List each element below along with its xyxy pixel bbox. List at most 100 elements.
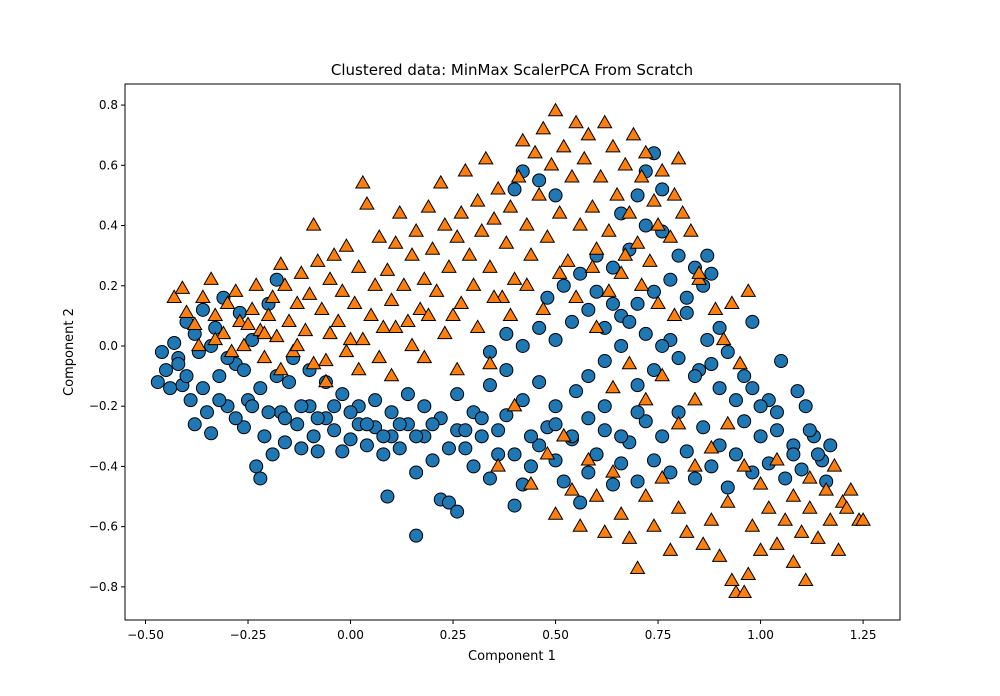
data-point-circle: [310, 444, 325, 459]
data-point-circle: [327, 399, 342, 414]
data-point-circle: [400, 387, 415, 402]
data-point-circle: [802, 423, 817, 438]
data-point-circle: [290, 417, 305, 432]
data-point-triangle: [637, 391, 654, 406]
data-point-circle: [183, 393, 198, 408]
data-point-circle: [417, 399, 432, 414]
data-point-circle: [548, 188, 563, 203]
data-point-triangle: [826, 457, 843, 472]
data-point-triangle: [736, 584, 753, 599]
data-point-triangle: [445, 307, 461, 322]
data-point-circle: [671, 351, 686, 366]
data-point-circle: [638, 326, 653, 341]
data-point-triangle: [564, 168, 580, 183]
data-point-triangle: [428, 283, 445, 297]
data-point-circle: [228, 411, 243, 426]
data-point-triangle: [621, 355, 638, 370]
data-point-triangle: [482, 355, 498, 370]
data-point-triangle: [855, 512, 871, 526]
y-tick-label: 0.4: [99, 219, 118, 233]
data-point-circle: [163, 381, 178, 396]
data-point-triangle: [691, 265, 707, 279]
data-point-triangle: [703, 512, 720, 526]
data-point-circle: [532, 375, 547, 390]
data-point-triangle: [596, 114, 613, 129]
data-point-triangle: [670, 415, 687, 430]
data-point-triangle: [174, 280, 191, 294]
data-point-triangle: [568, 289, 584, 303]
data-point-triangle: [318, 352, 334, 367]
data-point-circle: [556, 278, 571, 293]
data-point-circle: [700, 248, 715, 263]
data-point-triangle: [375, 319, 392, 334]
data-point-circle: [343, 432, 358, 447]
data-point-circle: [265, 447, 280, 462]
data-point-triangle: [441, 259, 457, 273]
data-point-triangle: [469, 192, 486, 207]
data-point-circle: [507, 182, 522, 197]
data-point-triangle: [297, 322, 314, 337]
data-point-circle: [581, 411, 596, 426]
data-point-circle: [245, 332, 260, 347]
y-tick-label: 0.2: [99, 279, 118, 293]
data-point-circle: [790, 384, 805, 399]
y-tick-label: 0.8: [99, 98, 118, 112]
data-point-triangle: [588, 241, 605, 255]
data-point-circle: [638, 218, 653, 233]
data-point-circle: [745, 314, 760, 329]
data-point-triangle: [338, 343, 355, 358]
x-tick-label: 0.50: [542, 628, 569, 642]
data-point-circle: [786, 447, 801, 462]
data-point-circle: [154, 345, 169, 359]
data-point-circle: [253, 381, 268, 396]
data-point-circle: [663, 465, 678, 480]
data-point-circle: [359, 417, 374, 432]
data-point-circle: [335, 444, 350, 459]
data-point-circle: [581, 369, 596, 384]
data-point-circle: [794, 462, 809, 477]
data-point-triangle: [424, 241, 441, 255]
data-point-circle: [515, 393, 530, 408]
data-point-triangle: [248, 277, 265, 291]
data-point-triangle: [453, 295, 470, 309]
data-point-circle: [753, 399, 768, 414]
data-point-triangle: [637, 488, 654, 502]
data-point-triangle: [695, 536, 712, 550]
data-point-circle: [769, 405, 784, 420]
data-point-circle: [450, 504, 465, 519]
x-tick-label: 1.00: [747, 628, 774, 642]
data-point-triangle: [724, 295, 740, 309]
data-points-layer: [150, 102, 871, 599]
data-point-circle: [195, 381, 210, 396]
data-point-circle: [671, 248, 686, 263]
data-point-circle: [712, 381, 727, 396]
data-point-triangle: [654, 367, 671, 382]
data-point-circle: [589, 284, 604, 299]
data-point-circle: [277, 435, 292, 450]
data-point-triangle: [683, 223, 699, 237]
data-point-circle: [655, 338, 670, 353]
data-point-triangle: [346, 295, 363, 309]
data-point-circle: [294, 399, 309, 414]
data-point-triangle: [371, 349, 388, 364]
data-point-triangle: [322, 271, 338, 285]
data-point-circle: [236, 420, 251, 435]
data-point-triangle: [264, 289, 281, 303]
data-point-triangle: [801, 500, 818, 514]
data-point-circle: [310, 411, 325, 426]
data-point-triangle: [687, 457, 703, 472]
data-point-circle: [769, 423, 784, 438]
data-point-triangle: [301, 286, 318, 300]
data-point-triangle: [461, 247, 478, 261]
data-point-triangle: [633, 277, 650, 291]
data-point-triangle: [830, 542, 847, 556]
data-point-triangle: [289, 295, 306, 309]
data-point-triangle: [272, 256, 289, 270]
data-point-triangle: [498, 235, 515, 249]
data-point-circle: [450, 387, 465, 402]
data-point-triangle: [629, 560, 646, 574]
data-point-circle: [200, 405, 215, 420]
data-point-triangle: [326, 247, 342, 261]
data-point-triangle: [289, 337, 306, 352]
